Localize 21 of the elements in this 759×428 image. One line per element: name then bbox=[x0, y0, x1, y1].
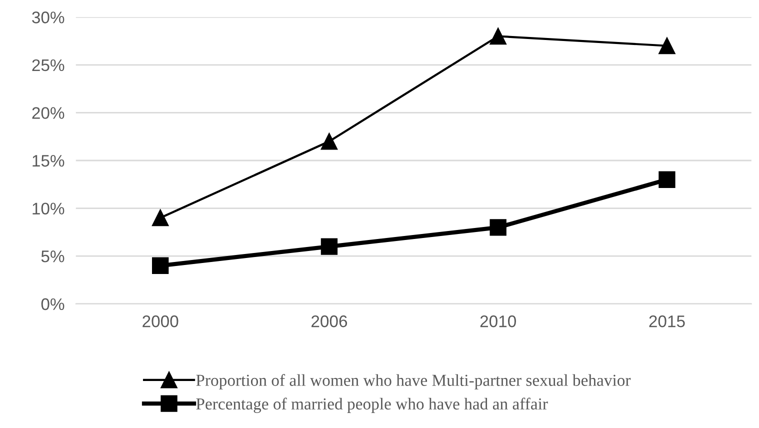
y-tick-label: 25% bbox=[32, 59, 64, 72]
x-tick-label: 2000 bbox=[142, 315, 178, 328]
point bbox=[658, 37, 676, 54]
point bbox=[320, 133, 338, 150]
legend-label: Percentage of married people who have had an affair bbox=[196, 398, 548, 413]
point bbox=[490, 28, 506, 45]
x-tick-label: 2010 bbox=[480, 315, 516, 328]
y-tick-label: 20% bbox=[32, 107, 64, 119]
y-tick-label: 30% bbox=[32, 12, 64, 24]
y-tick-label: 5% bbox=[41, 250, 64, 262]
x-tick-label: 2006 bbox=[312, 315, 348, 328]
y-tick-label: 0% bbox=[41, 298, 64, 310]
point bbox=[320, 238, 338, 255]
point bbox=[490, 219, 506, 236]
legend-label: Proportion of all women who have Multi-partner sexual behavior bbox=[196, 374, 631, 390]
y-tick-label: 15% bbox=[32, 154, 64, 167]
point bbox=[152, 210, 169, 226]
y-tick-label: 10% bbox=[32, 202, 64, 214]
x-tick-label: 2015 bbox=[649, 315, 685, 328]
point bbox=[658, 171, 676, 188]
point bbox=[152, 257, 169, 274]
